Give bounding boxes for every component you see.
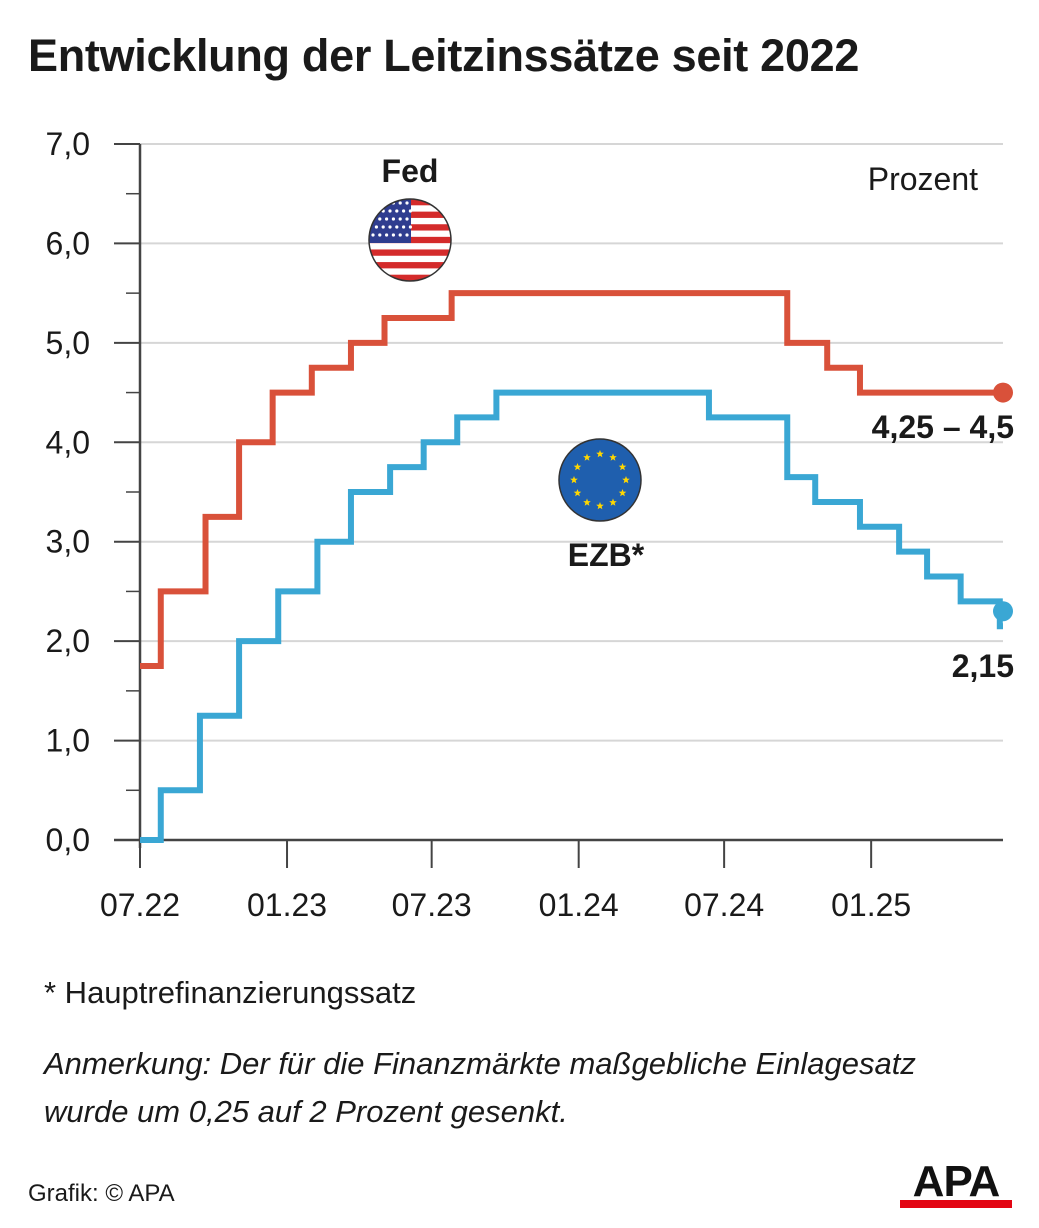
annotation-note: Anmerkung: Der für die Finanzmärkte maßg… bbox=[44, 1046, 916, 1129]
x-tick-label: 01.24 bbox=[539, 887, 619, 923]
x-tick-label: 07.22 bbox=[100, 887, 180, 923]
x-tick-label: 07.24 bbox=[684, 887, 764, 923]
apa-logo-text: APA bbox=[913, 1160, 1000, 1206]
fed-end-point bbox=[993, 382, 1013, 403]
ezb-end-point bbox=[993, 601, 1013, 622]
y-tick-label: 1,0 bbox=[46, 723, 90, 759]
x-tick-label: 01.23 bbox=[247, 887, 327, 923]
chart-title: Entwicklung der Leitzinssätze seit 2022 bbox=[28, 30, 860, 81]
fed-end-value-label: 4,25 – 4,5 bbox=[872, 409, 1014, 445]
apa-logo: APA bbox=[900, 1160, 1012, 1208]
fed-rate-line bbox=[140, 290, 1003, 669]
ezb-rate-line bbox=[140, 389, 1003, 843]
grid bbox=[140, 143, 1003, 742]
ezb-series-label: EZB* bbox=[568, 537, 645, 573]
y-tick-label: 5,0 bbox=[46, 325, 90, 361]
chart-svg: 0,0 1,0 2,0 3,0 4,0 5,0 6,0 7,0 07.22 01.23 07.23 0… bbox=[46, 126, 1014, 923]
ezb-end-value-label: 2,15 bbox=[952, 648, 1014, 684]
fed-series-label: Fed bbox=[382, 153, 439, 189]
eu-flag-icon bbox=[558, 438, 642, 522]
footnote: * Hauptrefinanzierungssatz bbox=[44, 975, 417, 1010]
us-flag-icon bbox=[368, 198, 452, 282]
y-tick-label: 0,0 bbox=[46, 822, 90, 858]
axes: 0,0 1,0 2,0 3,0 4,0 5,0 6,0 7,0 07.22 01.23 07.23 0… bbox=[46, 126, 1003, 923]
y-tick-label: 7,0 bbox=[46, 126, 90, 162]
x-tick-label: 01.25 bbox=[831, 887, 911, 923]
y-tick-label: 2,0 bbox=[46, 623, 90, 659]
y-tick-label: 4,0 bbox=[46, 424, 90, 460]
y-tick-label: 6,0 bbox=[46, 225, 90, 261]
credit: Grafik: © APA bbox=[28, 1180, 175, 1207]
y-tick-label: 3,0 bbox=[46, 524, 90, 560]
unit-label: Prozent bbox=[868, 161, 978, 197]
x-tick-label: 07.23 bbox=[392, 887, 472, 923]
series-layer bbox=[140, 290, 1013, 843]
